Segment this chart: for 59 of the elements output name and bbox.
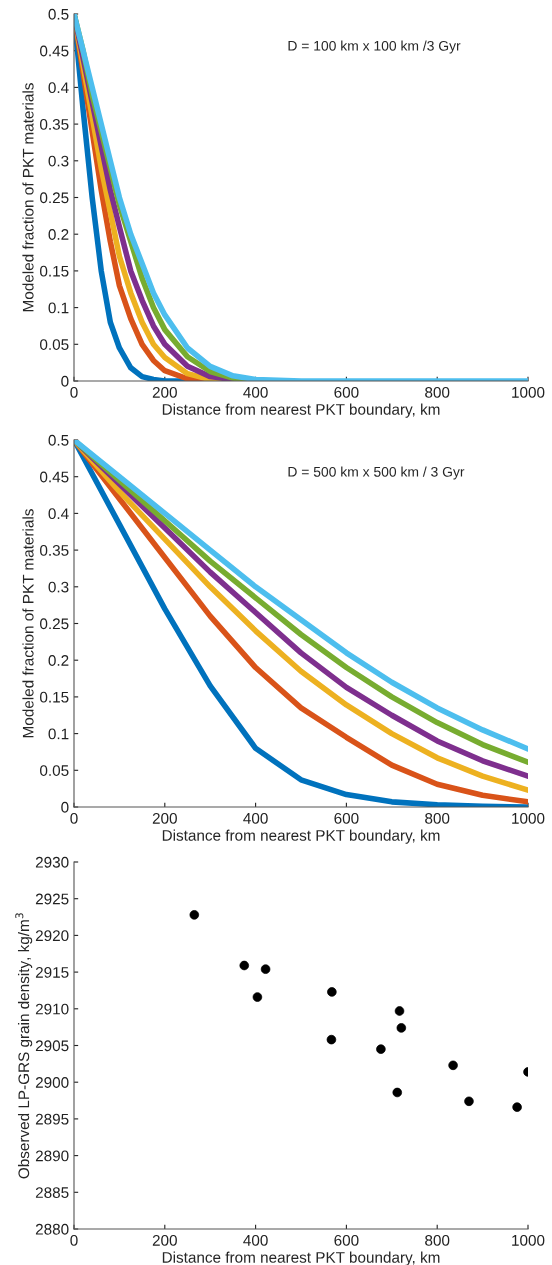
- y-tick-label: 2905: [35, 1040, 69, 1052]
- y-tick-label: 0.5: [48, 434, 69, 446]
- y-tick-label: 0.25: [40, 618, 69, 630]
- x-tick-label: 200: [152, 386, 177, 398]
- x-tick-label: 0: [70, 812, 78, 824]
- y-tick-label: 0.1: [48, 728, 69, 740]
- y-tick-label: 0.2: [48, 655, 69, 666]
- y-tick-label: 0.3: [48, 155, 69, 167]
- y-axis-title: Modeled fraction of PKT materials: [22, 509, 34, 738]
- x-tick-label: 400: [243, 1234, 268, 1246]
- y-tick-label: 0.05: [40, 765, 69, 776]
- y-tick-label: 0.2: [48, 229, 69, 240]
- y-tick-label: 2915: [35, 966, 69, 978]
- x-tick-label: 200: [152, 1234, 177, 1246]
- y-tick-label: 2910: [35, 1003, 69, 1015]
- y-tick-label: 0.5: [48, 8, 69, 20]
- y-tick-label: 0.15: [40, 691, 69, 703]
- x-tick-label: 800: [425, 386, 450, 398]
- y-tick-label: 0.1: [48, 302, 69, 314]
- y-tick-label: 0: [61, 375, 69, 387]
- y-tick-label: 0.45: [40, 471, 69, 483]
- y-tick-label: 2880: [35, 1223, 69, 1235]
- y-tick-label: 2920: [35, 930, 69, 942]
- x-tick-label: 800: [425, 1234, 450, 1246]
- y-tick-label: 0.35: [40, 118, 69, 130]
- y-tick-label: 2890: [35, 1150, 69, 1162]
- y-tick-label: 0.35: [40, 544, 69, 556]
- x-tick-label: 600: [334, 812, 359, 824]
- y-tick-label: 0.05: [40, 339, 69, 350]
- annotation: D = 500 km x 500 km / 3 Gyr: [288, 466, 465, 480]
- x-tick-label: 200: [152, 812, 177, 824]
- y-axis-title: Observed LP-GRS grain density, kg/m$^{3}$: [15, 913, 33, 1179]
- y-tick-label: 0.15: [40, 265, 69, 277]
- y-axis-title: Modeled fraction of PKT materials: [22, 83, 34, 312]
- x-axis-title: Distance from nearest PKT boundary, km: [162, 403, 440, 418]
- x-tick-label: 1000: [512, 1234, 545, 1246]
- x-axis-title: Distance from nearest PKT boundary, km: [162, 1251, 440, 1265]
- y-tick-label: 2900: [35, 1077, 69, 1088]
- annotation: D = 100 km x 100 km /3 Gyr: [288, 40, 461, 54]
- x-tick-label: 400: [243, 812, 268, 824]
- y-tick-label: 0.45: [40, 45, 69, 57]
- x-tick-label: 600: [334, 1234, 359, 1246]
- y-tick-label: 0.4: [48, 82, 69, 94]
- x-tick-label: 0: [70, 386, 78, 398]
- x-tick-label: 600: [334, 386, 359, 398]
- x-axis-title: Distance from nearest PKT boundary, km: [162, 829, 440, 844]
- y-tick-label: 0.4: [48, 508, 69, 520]
- y-tick-label: 0: [61, 801, 69, 813]
- y-tick-label: 2885: [35, 1187, 69, 1198]
- x-tick-label: 0: [70, 1234, 78, 1246]
- y-tick-label: 2930: [35, 856, 69, 868]
- y-tick-label: 0.25: [40, 192, 69, 204]
- x-tick-label: 1000: [512, 812, 545, 824]
- y-tick-label: 2925: [35, 893, 69, 905]
- y-tick-label: 0.3: [48, 581, 69, 593]
- x-tick-label: 1000: [512, 386, 545, 398]
- x-tick-label: 800: [425, 812, 450, 824]
- y-tick-label: 2895: [35, 1113, 69, 1125]
- x-tick-label: 400: [243, 386, 268, 398]
